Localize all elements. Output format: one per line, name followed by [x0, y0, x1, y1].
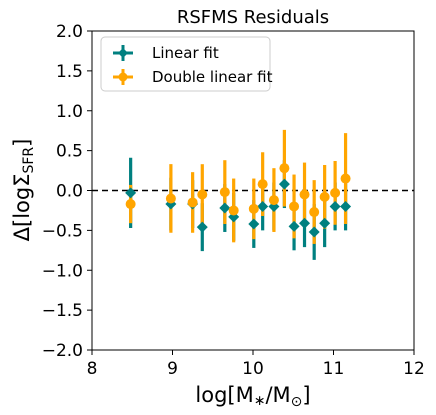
y-tick-label: 2.0: [56, 22, 83, 42]
point-double-linear-fit: [289, 201, 300, 212]
x-tick-label: 12: [403, 359, 425, 379]
legend-label: Double linear fit: [152, 68, 273, 86]
point-double-linear-fit: [165, 193, 176, 204]
point-linear-fit: [299, 217, 311, 229]
point-linear-fit: [248, 218, 260, 230]
point-double-linear-fit: [309, 207, 320, 218]
x-tick-label: 10: [242, 359, 264, 379]
legend: Linear fit Double linear fit: [100, 36, 273, 92]
x-tick-label: 8: [87, 359, 98, 379]
point-linear-fit: [340, 200, 352, 212]
x-tick-label: 11: [323, 359, 345, 379]
y-tick-label: 1.5: [56, 62, 83, 82]
point-double-linear-fit: [319, 191, 330, 202]
legend-marker-diamond: [118, 48, 128, 58]
point-linear-fit: [278, 178, 290, 190]
legend-label: Linear fit: [152, 44, 219, 62]
y-tick-label: 0.0: [56, 182, 83, 202]
point-linear-fit: [319, 217, 331, 229]
point-linear-fit: [125, 187, 137, 199]
point-double-linear-fit: [125, 199, 136, 210]
point-linear-fit: [308, 226, 320, 238]
point-linear-fit: [257, 200, 269, 212]
point-double-linear-fit: [257, 179, 268, 190]
chart-title: RSFMS Residuals: [177, 7, 329, 28]
point-double-linear-fit: [330, 187, 341, 198]
x-axis-label: log[M∗/M⊙]: [195, 383, 310, 410]
y-tick-label: −0.5: [42, 221, 83, 241]
y-tick-label: −1.0: [42, 261, 83, 281]
point-double-linear-fit: [187, 197, 198, 208]
x-tick-label: 9: [167, 359, 178, 379]
y-tick-label: −2.0: [42, 341, 83, 361]
point-double-linear-fit: [248, 203, 259, 214]
point-linear-fit: [288, 220, 300, 232]
point-linear-fit: [329, 200, 341, 212]
point-double-linear-fit: [340, 173, 351, 184]
point-double-linear-fit: [268, 195, 279, 206]
point-double-linear-fit: [279, 163, 290, 174]
legend-marker-circle: [118, 72, 128, 82]
y-axis-label: Δ[logΣSFR]: [10, 139, 37, 242]
point-double-linear-fit: [197, 189, 208, 200]
point-double-linear-fit: [299, 189, 310, 200]
legend-box: [100, 36, 271, 92]
point-double-linear-fit: [228, 205, 239, 216]
y-tick-label: −1.5: [42, 301, 83, 321]
point-linear-fit: [219, 202, 231, 214]
point-double-linear-fit: [219, 187, 230, 198]
point-linear-fit: [196, 221, 208, 233]
y-tick-label: 0.5: [56, 142, 83, 162]
y-tick-label: 1.0: [56, 102, 83, 122]
